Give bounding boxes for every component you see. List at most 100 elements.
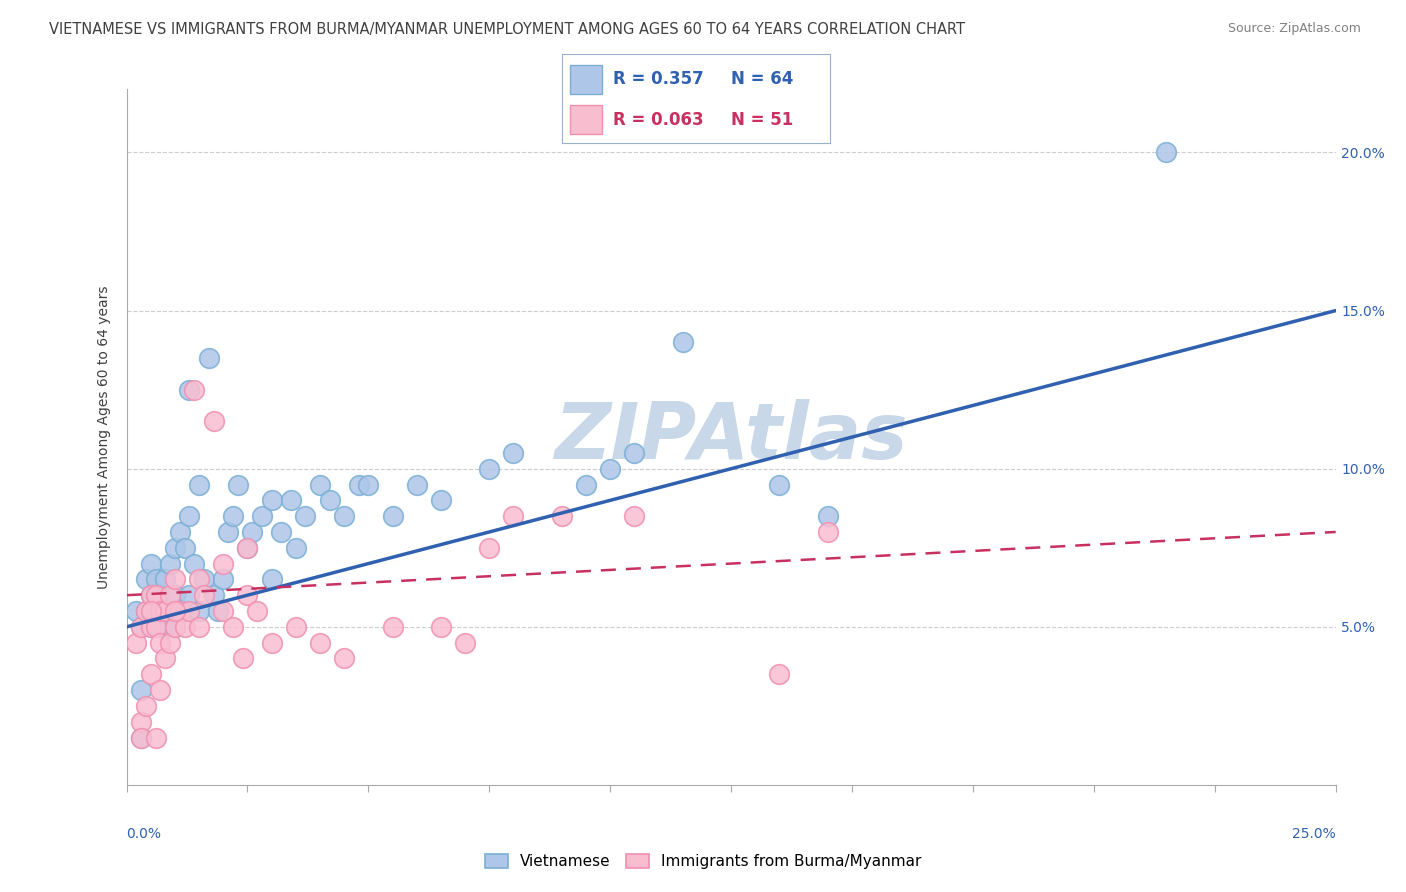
Point — [202, 588, 225, 602]
Point — [163, 573, 186, 587]
Point — [155, 620, 177, 634]
Point — [193, 573, 215, 587]
Point — [139, 557, 162, 571]
Point — [159, 635, 181, 649]
Point — [155, 651, 177, 665]
Point — [817, 524, 839, 539]
Point — [169, 604, 191, 618]
Point — [222, 620, 245, 634]
Point — [1156, 145, 1178, 160]
Point — [294, 509, 316, 524]
Point — [163, 620, 186, 634]
Text: ZIPAtlas: ZIPAtlas — [554, 399, 908, 475]
Point — [197, 351, 219, 365]
Point — [149, 620, 172, 634]
Point — [135, 573, 157, 587]
Text: VIETNAMESE VS IMMIGRANTS FROM BURMA/MYANMAR UNEMPLOYMENT AMONG AGES 60 TO 64 YEA: VIETNAMESE VS IMMIGRANTS FROM BURMA/MYAN… — [49, 22, 965, 37]
Point — [145, 604, 167, 618]
Point — [284, 541, 307, 555]
Point — [139, 604, 162, 618]
Point — [202, 414, 225, 428]
Point — [135, 604, 157, 618]
Point — [135, 698, 157, 713]
Point — [188, 573, 211, 587]
Point — [173, 541, 195, 555]
Point — [236, 588, 259, 602]
Point — [163, 604, 186, 618]
Point — [149, 683, 172, 698]
Point — [309, 635, 332, 649]
Point — [333, 509, 356, 524]
Point — [768, 667, 790, 681]
Point — [179, 588, 201, 602]
Point — [226, 477, 249, 491]
Point — [333, 651, 356, 665]
Point — [129, 714, 152, 729]
FancyBboxPatch shape — [571, 105, 603, 134]
Point — [599, 461, 621, 475]
Point — [183, 557, 205, 571]
Point — [575, 477, 598, 491]
Point — [155, 604, 177, 618]
Point — [280, 493, 302, 508]
Point — [129, 620, 152, 634]
Text: N = 64: N = 64 — [731, 70, 793, 88]
Point — [768, 477, 790, 491]
Point — [212, 604, 235, 618]
Point — [163, 588, 186, 602]
Point — [240, 524, 263, 539]
Point — [430, 493, 453, 508]
Point — [246, 604, 269, 618]
Point — [129, 731, 152, 745]
Text: N = 51: N = 51 — [731, 111, 793, 128]
Point — [347, 477, 370, 491]
Point — [125, 604, 148, 618]
Point — [179, 604, 201, 618]
Point — [155, 573, 177, 587]
Point — [149, 635, 172, 649]
Point — [139, 620, 162, 634]
Text: R = 0.063: R = 0.063 — [613, 111, 704, 128]
Point — [145, 588, 167, 602]
Point — [159, 604, 181, 618]
Point — [139, 588, 162, 602]
Point — [129, 620, 152, 634]
Point — [129, 731, 152, 745]
Text: 0.0%: 0.0% — [127, 827, 162, 841]
Point — [212, 557, 235, 571]
Point — [139, 588, 162, 602]
Point — [212, 573, 235, 587]
Point — [145, 573, 167, 587]
Point — [551, 509, 574, 524]
Point — [478, 541, 501, 555]
Point — [169, 604, 191, 618]
Point — [163, 541, 186, 555]
Point — [260, 635, 283, 649]
Point — [318, 493, 340, 508]
Point — [193, 588, 215, 602]
Point — [260, 573, 283, 587]
Text: R = 0.357: R = 0.357 — [613, 70, 704, 88]
Point — [430, 620, 453, 634]
Point — [217, 524, 239, 539]
Point — [357, 477, 380, 491]
Point — [139, 620, 162, 634]
Point — [381, 620, 404, 634]
Point — [232, 651, 254, 665]
Point — [149, 588, 172, 602]
Point — [188, 604, 211, 618]
Legend: Vietnamese, Immigrants from Burma/Myanmar: Vietnamese, Immigrants from Burma/Myanma… — [478, 848, 928, 875]
Point — [129, 683, 152, 698]
Point — [270, 524, 292, 539]
Point — [183, 383, 205, 397]
Point — [260, 493, 283, 508]
Point — [125, 635, 148, 649]
Point — [135, 604, 157, 618]
Point — [817, 509, 839, 524]
Point — [623, 509, 645, 524]
Point — [188, 620, 211, 634]
Point — [145, 731, 167, 745]
Point — [163, 620, 186, 634]
Point — [405, 477, 427, 491]
Point — [284, 620, 307, 634]
